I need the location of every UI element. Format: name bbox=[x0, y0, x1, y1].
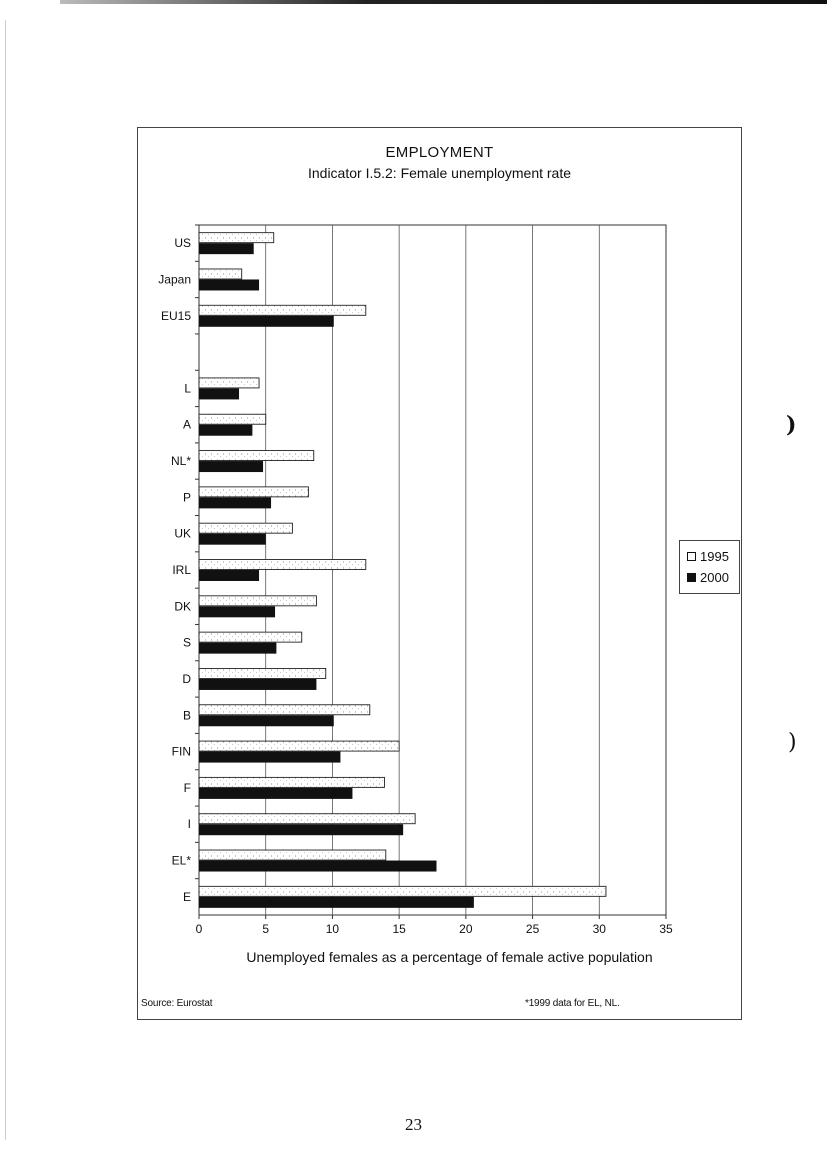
y-category-label: E bbox=[183, 890, 191, 904]
x-tick-label: 0 bbox=[196, 922, 203, 936]
bar-2000 bbox=[199, 461, 264, 473]
bar-1995 bbox=[198, 849, 387, 861]
y-category-label: A bbox=[183, 418, 191, 432]
bar-1995 bbox=[198, 486, 309, 498]
bar-1995 bbox=[198, 667, 327, 679]
source-note: Source: Eurostat bbox=[141, 998, 213, 1009]
bar-2000 bbox=[199, 860, 437, 872]
y-category-label: Japan bbox=[158, 272, 191, 286]
y-category-label: FIN bbox=[172, 745, 191, 759]
legend-label-2000: 2000 bbox=[700, 570, 729, 585]
x-tick-label: 20 bbox=[459, 922, 473, 936]
y-category-label: DK bbox=[174, 599, 191, 613]
bar-2000 bbox=[199, 570, 260, 581]
bar-1995 bbox=[198, 704, 371, 716]
y-category-label: UK bbox=[174, 527, 191, 541]
footnote: *1999 data for EL, NL. bbox=[525, 998, 620, 1009]
scan-binding-mark: ) bbox=[788, 730, 797, 755]
x-tick-label: 30 bbox=[593, 922, 607, 936]
bar-2000 bbox=[199, 896, 474, 908]
y-category-label: IRL bbox=[172, 563, 191, 577]
bar-2000 bbox=[199, 787, 353, 799]
y-category-label: NL* bbox=[171, 454, 191, 468]
x-tick-label: 15 bbox=[392, 922, 406, 936]
legend-item-2000: 2000 bbox=[687, 567, 739, 588]
x-tick-label: 5 bbox=[262, 922, 269, 936]
bar-2000 bbox=[199, 243, 254, 255]
legend-swatch-2000 bbox=[687, 573, 696, 582]
bar-2000 bbox=[199, 715, 334, 727]
x-tick-label: 35 bbox=[659, 922, 673, 936]
y-category-label: I bbox=[188, 817, 191, 831]
bar-1995 bbox=[198, 631, 303, 643]
bar-1995 bbox=[198, 776, 385, 788]
bar-2000 bbox=[199, 678, 317, 690]
chart-title: EMPLOYMENT bbox=[385, 144, 494, 161]
bar-1995 bbox=[198, 377, 260, 389]
x-axis-label: Unemployed females as a percentage of fe… bbox=[246, 949, 653, 965]
legend-label-1995: 1995 bbox=[700, 549, 729, 564]
x-tick-label: 10 bbox=[326, 922, 340, 936]
bar-2000 bbox=[199, 824, 404, 836]
bar-1995 bbox=[198, 304, 367, 316]
bar-1995 bbox=[198, 232, 275, 244]
x-tick-label: 25 bbox=[526, 922, 540, 936]
y-category-label: P bbox=[183, 490, 191, 504]
bar-1995 bbox=[198, 885, 607, 897]
bar-1995 bbox=[198, 813, 416, 825]
bar-chart: 0 5 10 15 20 25 30 35 US Japan EU15 L A NL* P UK IRL DK S D… bbox=[158, 224, 673, 936]
bar-2000 bbox=[199, 642, 277, 654]
bar-2000 bbox=[199, 497, 272, 509]
scan-binding-mark: ) bbox=[786, 412, 797, 438]
y-category-label: EL* bbox=[172, 854, 192, 868]
legend-swatch-1995 bbox=[687, 552, 696, 561]
bar-2000 bbox=[199, 751, 341, 763]
chart-subtitle: Indicator I.5.2: Female unemployment rat… bbox=[307, 165, 572, 181]
bar-1995 bbox=[198, 450, 315, 462]
y-category-label: F bbox=[184, 781, 191, 795]
y-category-label: US bbox=[174, 236, 191, 250]
y-category-label: EU15 bbox=[161, 309, 191, 323]
bar-2000 bbox=[199, 533, 266, 545]
bar-1995 bbox=[198, 268, 243, 280]
y-category-label: S bbox=[183, 636, 191, 650]
bar-1995 bbox=[198, 740, 400, 752]
bar-2000 bbox=[199, 315, 334, 327]
bar-2000 bbox=[199, 606, 276, 618]
legend-item-1995: 1995 bbox=[687, 546, 739, 567]
bar-1995 bbox=[198, 595, 317, 607]
bar-1995 bbox=[198, 522, 293, 534]
scan-edge-shadow bbox=[60, 0, 827, 4]
bar-2000 bbox=[199, 424, 253, 436]
bar-1995 bbox=[198, 413, 267, 425]
y-category-label: L bbox=[184, 381, 191, 395]
bar-1995 bbox=[198, 559, 367, 570]
bar-2000 bbox=[199, 279, 260, 291]
chart-frame: EMPLOYMENT Indicator I.5.2: Female unemp… bbox=[137, 127, 742, 1020]
bar-2000 bbox=[199, 388, 240, 400]
plot-area-border bbox=[198, 224, 667, 916]
y-category-label: D bbox=[182, 672, 191, 686]
page-number: 23 bbox=[405, 1115, 422, 1134]
y-category-label: B bbox=[183, 708, 191, 722]
legend: 1995 2000 bbox=[679, 540, 740, 594]
scan-margin-line bbox=[5, 20, 6, 1140]
